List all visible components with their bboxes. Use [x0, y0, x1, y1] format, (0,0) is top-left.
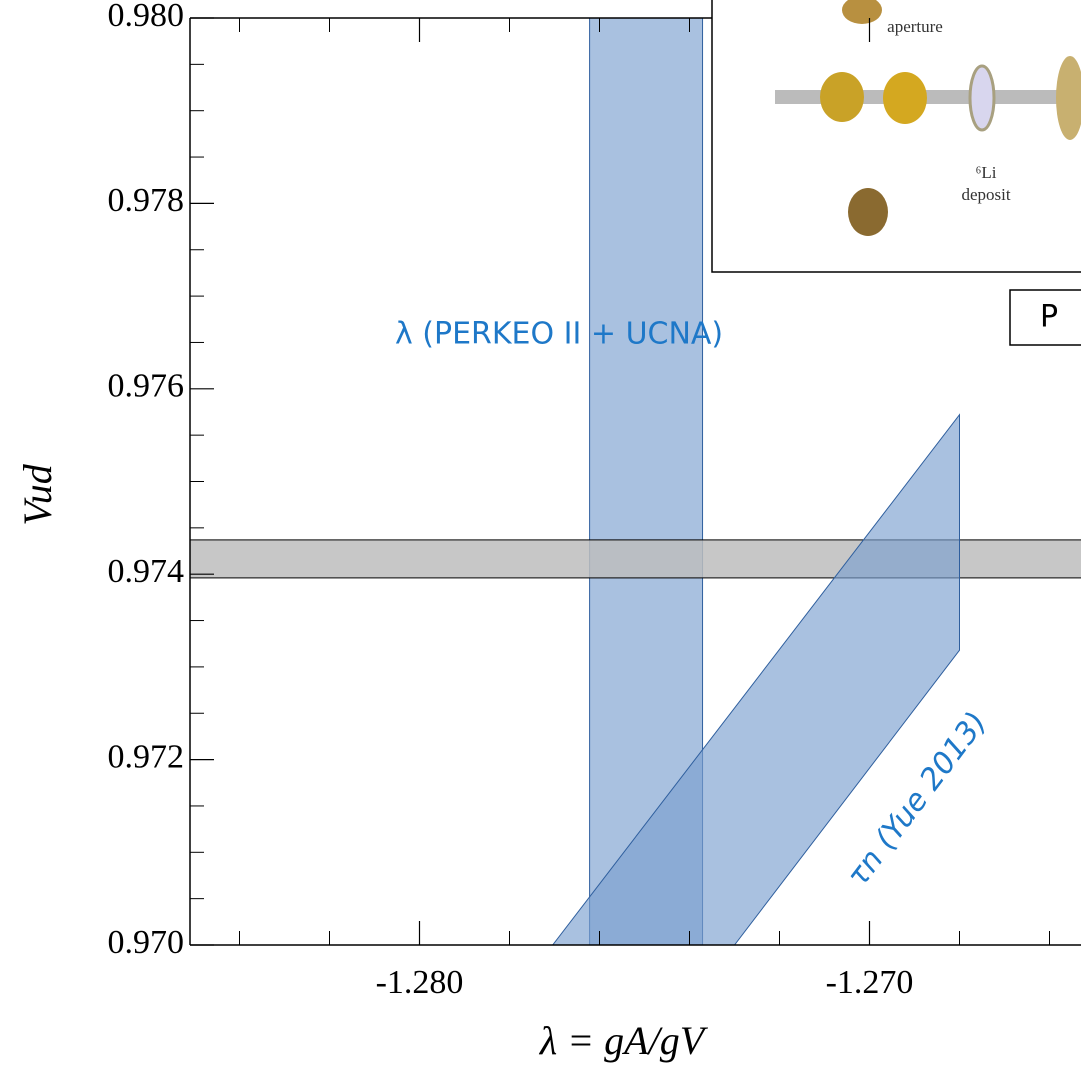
- inset-part: [848, 188, 888, 236]
- inset-frame: [711, 0, 1081, 273]
- y-axis-label: Vud: [15, 463, 60, 525]
- inset-label: aperture: [887, 17, 943, 36]
- y-tick-label: 0.974: [108, 553, 185, 590]
- y-tick-label: 0.970: [108, 924, 185, 961]
- inset-part: [820, 72, 864, 122]
- inset-part: [968, 64, 996, 132]
- inset-label: deposit: [961, 185, 1010, 204]
- x-tick-label: -1.280: [376, 964, 464, 1001]
- inset-part: [883, 72, 927, 124]
- inset-part: [1056, 56, 1081, 140]
- y-tick-label: 0.978: [108, 182, 185, 219]
- x-tick-label: -1.270: [826, 964, 914, 1001]
- y-tick-label: 0.972: [108, 738, 185, 775]
- inset-label: ⁶Li: [975, 163, 996, 182]
- y-tick-label: 0.976: [108, 368, 185, 405]
- y-tick-label: 0.980: [108, 0, 185, 34]
- annotation: λ (PERKEO II + UCNA): [395, 317, 723, 352]
- label-box: [1009, 289, 1081, 346]
- x-axis-label: λ = gA/gV: [539, 1018, 709, 1063]
- inset-part: [842, 0, 882, 24]
- box-label: P: [1040, 300, 1058, 335]
